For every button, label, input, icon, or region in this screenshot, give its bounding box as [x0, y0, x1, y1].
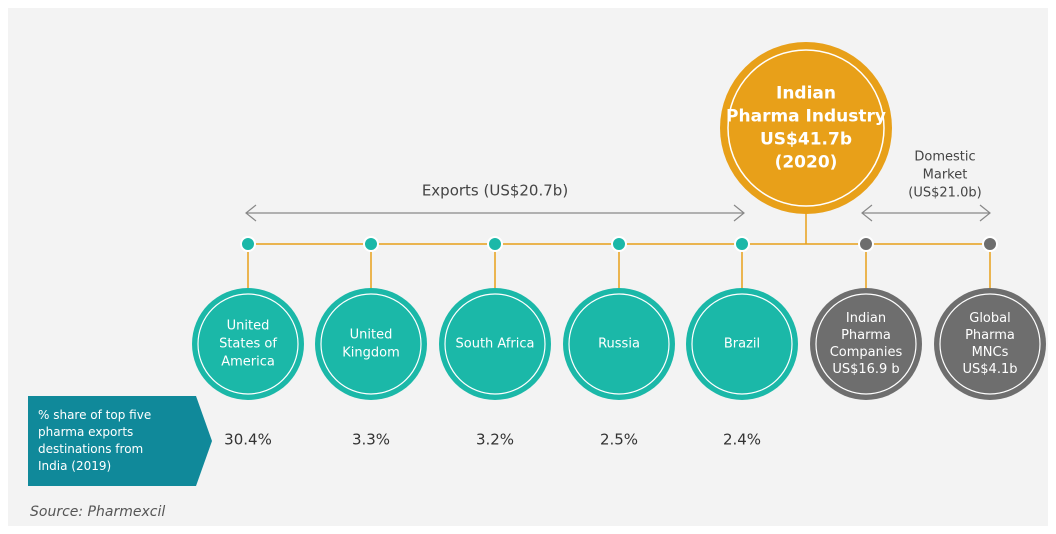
node-dot	[611, 236, 627, 252]
text-line: United	[227, 319, 270, 334]
node-circle	[192, 288, 304, 400]
text-line: Domestic	[914, 150, 975, 165]
node-dot	[858, 236, 874, 252]
share-label: 30.4%	[224, 431, 272, 449]
text-line: India (2019)	[38, 459, 111, 473]
exports-label: Exports (US$20.7b)	[422, 182, 568, 200]
legend-box	[28, 396, 212, 486]
node-dot	[240, 236, 256, 252]
text-line: (US$21.0b)	[908, 186, 981, 201]
text-line: States of	[219, 337, 277, 352]
node-circle	[686, 288, 798, 400]
node-circle	[563, 288, 675, 400]
node-ring	[691, 293, 793, 395]
source: Source: Pharmexcil	[30, 504, 165, 520]
domestic-arrow	[861, 204, 991, 222]
text-line: (2020)	[775, 153, 838, 173]
hub-ring	[727, 49, 885, 207]
share-label: 3.2%	[476, 431, 514, 449]
exports-arrow	[245, 204, 745, 222]
node-ring	[197, 293, 299, 395]
share-label: 2.4%	[723, 431, 761, 449]
node-circle	[315, 288, 427, 400]
text-line: Indian	[776, 84, 836, 104]
share-label: 2.5%	[600, 431, 638, 449]
share-label: 3.3%	[352, 431, 390, 449]
text-line: US$4.1b	[963, 362, 1018, 377]
node-ring	[568, 293, 670, 395]
hub-circle	[720, 42, 892, 214]
text-line: US$16.9 b	[832, 362, 899, 377]
node-dot	[982, 236, 998, 252]
node-circle	[810, 288, 922, 400]
text-line: Companies	[830, 345, 903, 360]
node-circle	[439, 288, 551, 400]
node-dot	[363, 236, 379, 252]
node-ring	[320, 293, 422, 395]
node-dot	[734, 236, 750, 252]
node-ring	[444, 293, 546, 395]
node-dot	[487, 236, 503, 252]
text-line: Market	[923, 168, 968, 183]
text-line: Pharma Industry	[726, 107, 886, 127]
text-line: South Africa	[456, 337, 535, 352]
text-line: pharma exports	[38, 425, 133, 439]
text-line: destinations from	[38, 442, 143, 456]
text-line: Kingdom	[342, 346, 400, 361]
text-line: America	[221, 355, 275, 370]
node-ring	[939, 293, 1041, 395]
node-circle	[934, 288, 1046, 400]
text-line: United	[350, 328, 393, 343]
text-line: Pharma	[841, 328, 891, 343]
text-line: % share of top five	[38, 408, 151, 422]
text-line: Pharma	[965, 328, 1015, 343]
text-line: Global	[969, 311, 1010, 326]
text-line: US$41.7b	[760, 130, 852, 150]
text-line: Russia	[598, 337, 640, 352]
node-ring	[815, 293, 917, 395]
text-line: Brazil	[724, 337, 760, 352]
text-line: MNCs	[972, 345, 1009, 360]
text-line: Indian	[846, 311, 886, 326]
